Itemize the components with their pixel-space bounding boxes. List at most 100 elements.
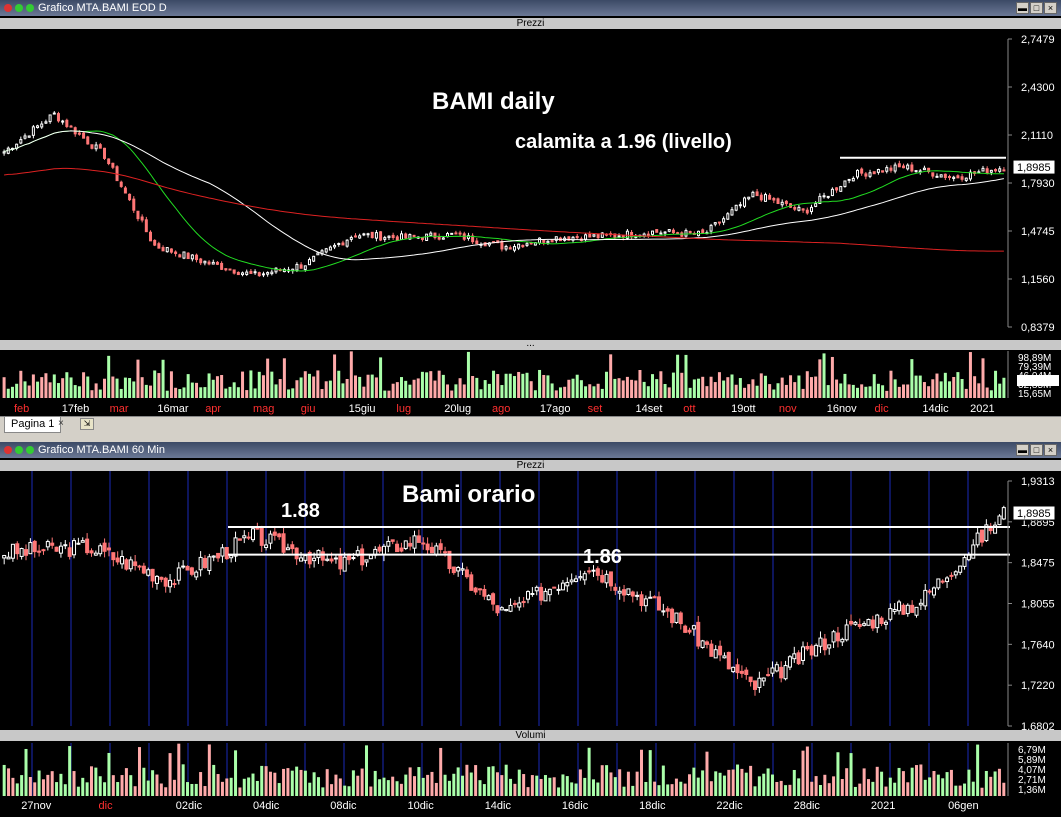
volume-bar	[600, 388, 604, 398]
tab-label: Pagina 1	[11, 418, 55, 430]
volume-bar	[282, 358, 286, 398]
volume-bar	[111, 775, 115, 796]
candle-body	[797, 206, 801, 211]
candle-body	[120, 555, 125, 565]
candle-body	[534, 586, 539, 592]
volume-bar	[307, 373, 311, 398]
x-tick-label: 20lug	[444, 403, 471, 415]
close-button[interactable]: ×	[1044, 2, 1057, 14]
candle-body	[215, 261, 219, 265]
maximize-button[interactable]: □	[1030, 2, 1043, 14]
candle-body	[482, 588, 487, 597]
candle-body	[835, 187, 839, 191]
candle-body	[526, 591, 531, 600]
volume-bar	[439, 747, 443, 796]
volume-bar	[6, 388, 10, 398]
volume-bar	[383, 390, 387, 398]
candle-body	[897, 163, 901, 168]
candle-body	[922, 167, 926, 171]
candle-body	[910, 164, 914, 172]
volume-bar	[552, 777, 556, 796]
window-status-dot-icon[interactable]	[15, 4, 23, 12]
candle-body	[626, 588, 631, 596]
volume-bar	[731, 769, 735, 796]
candle-body	[958, 565, 963, 573]
volume-bar	[530, 775, 534, 796]
window-status-dot-icon[interactable]	[26, 446, 34, 454]
candle-body	[316, 252, 320, 256]
volume-bar	[124, 768, 128, 796]
candle-body	[69, 125, 73, 128]
volume-bar	[836, 752, 840, 796]
candle-body	[822, 195, 826, 198]
candle-body	[45, 541, 50, 548]
volume-bar	[872, 374, 876, 398]
volume-bar	[762, 773, 766, 796]
candle-body	[875, 614, 880, 629]
volume-bar	[888, 777, 892, 796]
hourly-window-titlebar[interactable]: Grafico MTA.BAMI 60 Min ▬ □ ×	[0, 442, 1061, 458]
candle-body	[538, 237, 542, 244]
volume-bar	[374, 377, 378, 398]
maximize-button[interactable]: □	[1030, 444, 1043, 456]
volume-bar	[456, 767, 460, 796]
window-menu-dot-icon[interactable]	[4, 4, 12, 12]
candle-body	[421, 542, 426, 545]
candle-body	[329, 558, 334, 562]
minimize-button[interactable]: ▬	[1016, 444, 1029, 456]
volume-bar	[320, 389, 324, 398]
minimize-button[interactable]: ▬	[1016, 2, 1029, 14]
volume-bar	[260, 765, 264, 796]
tab-pagina-1[interactable]: Pagina 1	[4, 417, 62, 433]
candle-body	[927, 167, 931, 173]
candle-body	[860, 168, 864, 174]
volume-bar	[264, 766, 268, 796]
volume-bar	[199, 387, 203, 398]
candle-body	[870, 619, 875, 629]
new-page-icon[interactable]: ⇲	[80, 418, 94, 430]
candle-body	[743, 197, 747, 207]
y-tick-label: 2,1110	[1021, 130, 1053, 142]
x-tick-label: 19ott	[731, 403, 755, 415]
daily-window-titlebar[interactable]: Grafico MTA.BAMI EOD D ▬ □ ×	[0, 0, 1061, 16]
volume-bar	[358, 376, 362, 398]
volume-bar	[177, 743, 181, 796]
volume-bar	[94, 767, 98, 796]
candle-body	[281, 533, 286, 553]
volume-bar	[718, 772, 722, 796]
tab-close-icon[interactable]: ×	[58, 418, 64, 429]
volume-bar	[635, 771, 639, 796]
volume-bar	[885, 390, 889, 398]
candle-body	[324, 248, 328, 253]
window-status-dot-icon[interactable]	[26, 4, 34, 12]
volume-bar	[919, 764, 923, 796]
volume-bar	[763, 375, 767, 398]
candle-body	[552, 586, 557, 589]
candle-body	[885, 167, 889, 172]
candle-body	[546, 240, 550, 244]
candle-body	[2, 151, 6, 154]
volume-bar	[688, 774, 692, 796]
volume-bar	[683, 783, 687, 796]
candle-body	[119, 181, 123, 187]
close-button[interactable]: ×	[1044, 444, 1057, 456]
window-status-dot-icon[interactable]	[15, 446, 23, 454]
hourly-volume-panel-header: Volumi	[0, 730, 1061, 741]
volume-bar	[356, 775, 360, 796]
candle-body	[140, 216, 144, 221]
candle-body	[945, 577, 950, 583]
candle-body	[229, 555, 234, 559]
volume-bar	[37, 770, 41, 796]
candle-body	[495, 605, 500, 614]
candle-body	[174, 251, 178, 255]
volume-bar	[446, 384, 450, 398]
volume-bar	[72, 771, 76, 796]
candle-body	[521, 244, 525, 248]
volume-bar	[159, 783, 163, 796]
volume-bar	[129, 775, 133, 796]
daily-price-chart[interactable]: 2,7479 2,4300 2,1110 1,7930 1,4745 1,1560 0,83…	[0, 29, 1061, 416]
candle-body	[342, 556, 347, 572]
window-menu-dot-icon[interactable]	[4, 446, 12, 454]
volume-bar	[997, 768, 1001, 796]
